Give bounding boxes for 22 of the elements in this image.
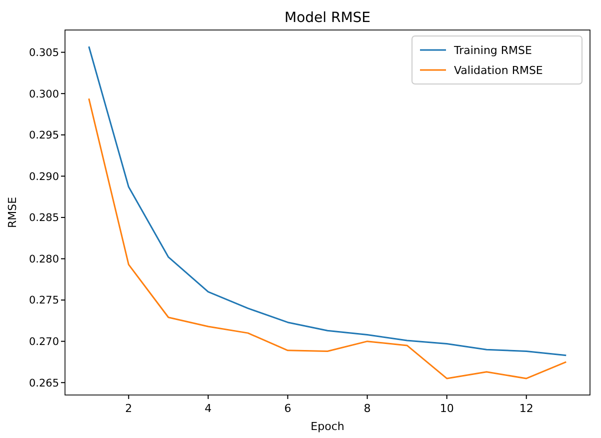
x-tick-label: 12 xyxy=(519,402,534,415)
legend-label: Training RMSE xyxy=(453,44,532,57)
legend-label: Validation RMSE xyxy=(454,64,543,77)
chart-title: Model RMSE xyxy=(284,10,371,26)
y-tick-label: 0.290 xyxy=(28,170,59,183)
y-tick-label: 0.305 xyxy=(28,46,59,59)
x-tick-label: 10 xyxy=(440,402,454,415)
y-tick-label: 0.280 xyxy=(28,253,59,266)
y-tick-label: 0.285 xyxy=(28,212,59,224)
y-tick-label: 0.295 xyxy=(28,130,59,142)
y-tick-label: 0.270 xyxy=(28,336,59,348)
x-tick-label: 6 xyxy=(284,402,292,415)
y-tick-label: 0.265 xyxy=(28,377,59,390)
line-series xyxy=(88,98,567,380)
line-series xyxy=(88,46,567,356)
x-tick-label: 4 xyxy=(204,402,212,415)
x-axis-title: Epoch xyxy=(310,420,344,433)
x-tick-label: 2 xyxy=(125,402,132,415)
y-axis-title: RMSE xyxy=(6,196,19,228)
y-tick-label: 0.300 xyxy=(28,88,59,100)
x-tick-label: 8 xyxy=(364,402,371,415)
y-tick-label: 0.275 xyxy=(28,294,59,307)
